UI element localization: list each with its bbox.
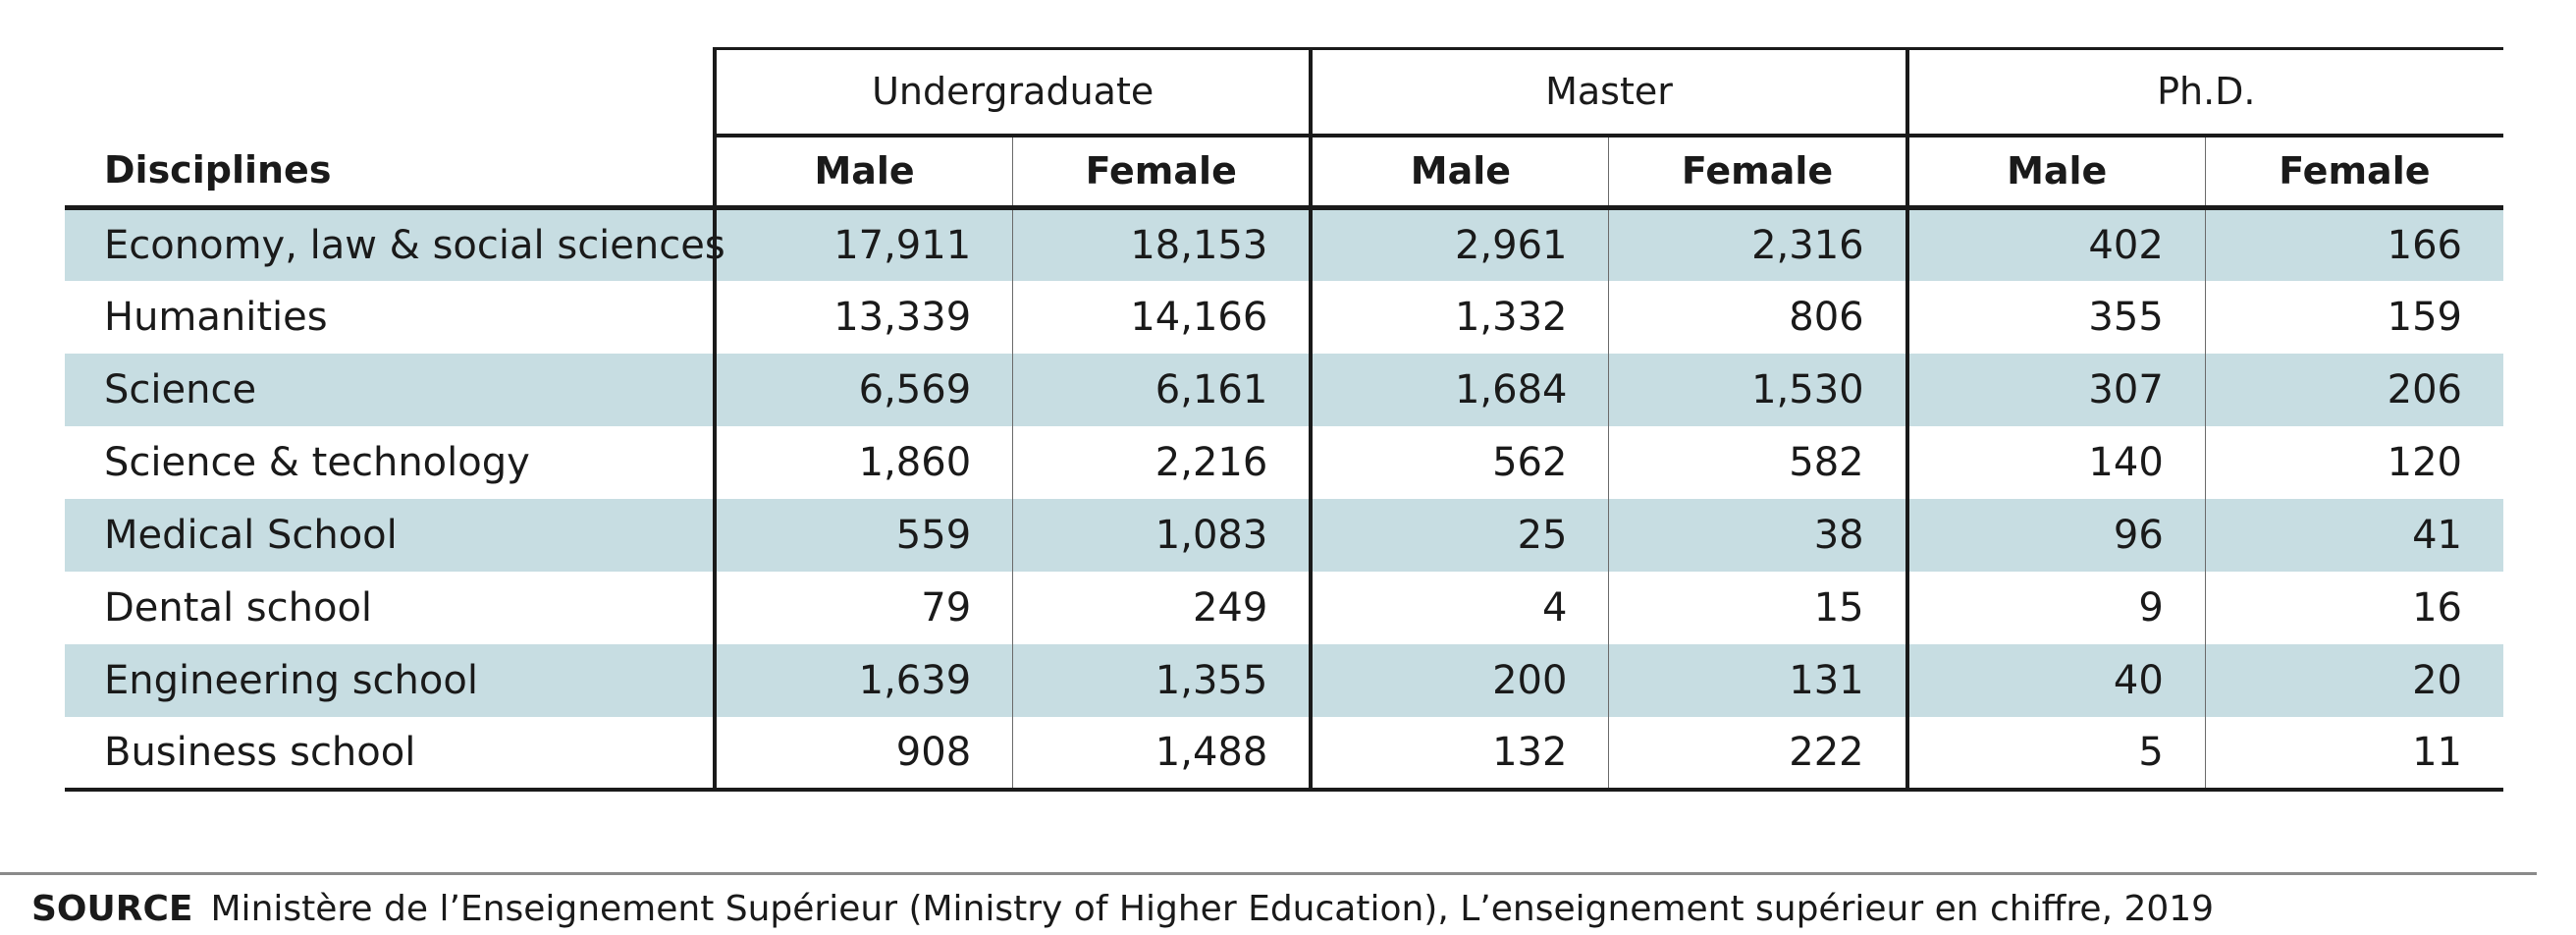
sub-header-row: Disciplines Male Female Male Female Male… <box>65 135 2503 210</box>
discipline-cell: Dental school <box>104 584 373 631</box>
subheader-phd-female: Female <box>2204 135 2503 210</box>
value-cell-phd-male: 402 <box>1905 207 2206 281</box>
value-cell-phd-male: 96 <box>1905 498 2206 572</box>
table-row: Humanities 13,339 14,166 1,332 806 355 159 <box>65 280 2503 354</box>
value-cell-phd-male: 140 <box>1905 425 2206 499</box>
data-table-container: Undergraduate Master Ph.D. Disciplines M… <box>65 47 2503 792</box>
value-cell-master-male: 200 <box>1309 643 1609 717</box>
group-header-master: Master <box>1309 47 1907 138</box>
value-cell-master-female: 1,530 <box>1608 353 1907 426</box>
value-cell-undergraduate-male: 908 <box>713 716 1013 792</box>
table-row: Dental school 79 249 4 15 9 16 <box>65 571 2503 644</box>
value-cell-undergraduate-male: 17,911 <box>713 207 1013 281</box>
discipline-cell: Medical School <box>65 498 715 572</box>
value-cell-master-male: 1,684 <box>1309 353 1609 426</box>
value-cell-master-female: 38 <box>1608 498 1907 572</box>
table-row: Economy, law & social sciences 17,911 18,1… <box>65 207 2503 281</box>
discipline-cell: Engineering school <box>65 643 715 717</box>
value-cell-master-female: 582 <box>1608 425 1907 499</box>
subheader-undergraduate-male: Male <box>713 135 1013 210</box>
table-row: Business school 908 1,488 132 222 5 11 <box>65 716 2503 792</box>
group-header-row: Undergraduate Master Ph.D. <box>65 47 2503 138</box>
value-cell-phd-female: 16 <box>2204 571 2503 644</box>
value-cell-phd-female: 159 <box>2204 280 2503 354</box>
value-cell-master-female: 131 <box>1608 643 1907 717</box>
value-cell-undergraduate-female: 1,488 <box>1012 716 1312 792</box>
discipline-cell: Business school <box>65 716 715 792</box>
value-cell-master-male: 1,332 <box>1309 280 1609 354</box>
source-note: SOURCE Ministère de l’Enseignement Supéri… <box>0 872 2537 929</box>
source-label: SOURCE <box>31 889 193 929</box>
value-cell-undergraduate-female: 2,216 <box>1012 425 1312 499</box>
discipline-cell: Economy, law & social sciences <box>65 207 725 281</box>
value-cell-phd-female: 166 <box>2204 207 2503 281</box>
enrollment-table: Undergraduate Master Ph.D. Disciplines M… <box>65 47 2503 792</box>
value-cell-undergraduate-male: 79 <box>713 571 1013 644</box>
value-cell-phd-male: 9 <box>1905 571 2206 644</box>
value-cell-master-female: 806 <box>1608 280 1907 354</box>
subheader-undergraduate-female: Female <box>1012 135 1312 210</box>
value-cell-master-male: 2,961 <box>1309 207 1609 281</box>
subheader-phd-male: Male <box>1905 135 2206 210</box>
subheader-master-female: Female <box>1608 135 1907 210</box>
table-row: Science 6,569 6,161 1,684 1,530 307 206 <box>65 353 2503 426</box>
group-header-empty <box>65 49 715 136</box>
value-cell-undergraduate-male: 1,639 <box>713 643 1013 717</box>
source-text: Ministère de l’Enseignement Supérieur (M… <box>210 889 2215 929</box>
value-cell-phd-female: 120 <box>2204 425 2503 499</box>
table-row: Science & technology 1,860 2,216 562 582 140 1… <box>65 425 2503 499</box>
value-cell-master-female: 2,316 <box>1608 207 1907 281</box>
group-header-undergraduate: Undergraduate <box>712 47 1312 138</box>
value-cell-undergraduate-male: 13,339 <box>713 280 1013 354</box>
value-cell-master-male: 132 <box>1309 716 1609 792</box>
value-cell-phd-female: 20 <box>2204 643 2503 717</box>
value-cell-master-male: 562 <box>1309 425 1609 499</box>
table-row: Medical School 559 1,083 25 38 96 41 <box>65 498 2503 572</box>
value-cell-undergraduate-female: 6,161 <box>1012 353 1312 426</box>
value-cell-master-female: 15 <box>1608 571 1907 644</box>
value-cell-phd-female: 41 <box>2204 498 2503 572</box>
value-cell-phd-female: 206 <box>2204 353 2503 426</box>
value-cell-phd-male: 40 <box>1905 643 2206 717</box>
value-cell-master-female: 222 <box>1608 716 1907 792</box>
disciplines-header: Disciplines <box>65 135 715 210</box>
value-cell-undergraduate-male: 559 <box>713 498 1013 572</box>
table-row: Engineering school 1,639 1,355 200 131 40 20 <box>65 643 2503 717</box>
value-cell-undergraduate-female: 18,153 <box>1012 207 1312 281</box>
discipline-cell: Humanities <box>104 294 328 340</box>
value-cell-undergraduate-female: 1,083 <box>1012 498 1312 572</box>
value-cell-undergraduate-female: 249 <box>1012 571 1312 644</box>
group-header-phd: Ph.D. <box>1905 47 2503 138</box>
discipline-cell: Science & technology <box>104 439 530 485</box>
value-cell-undergraduate-male: 6,569 <box>713 353 1013 426</box>
value-cell-undergraduate-female: 14,166 <box>1012 280 1312 354</box>
value-cell-undergraduate-female: 1,355 <box>1012 643 1312 717</box>
value-cell-master-male: 25 <box>1309 498 1609 572</box>
value-cell-phd-male: 355 <box>1905 280 2206 354</box>
value-cell-phd-male: 307 <box>1905 353 2206 426</box>
value-cell-phd-female: 11 <box>2204 716 2503 792</box>
value-cell-undergraduate-male: 1,860 <box>713 425 1013 499</box>
value-cell-phd-male: 5 <box>1905 716 2206 792</box>
discipline-cell: Science <box>65 353 715 426</box>
value-cell-master-male: 4 <box>1309 571 1609 644</box>
subheader-master-male: Male <box>1309 135 1609 210</box>
table-body: Economy, law & social sciences 17,911 18,1… <box>65 207 2503 792</box>
